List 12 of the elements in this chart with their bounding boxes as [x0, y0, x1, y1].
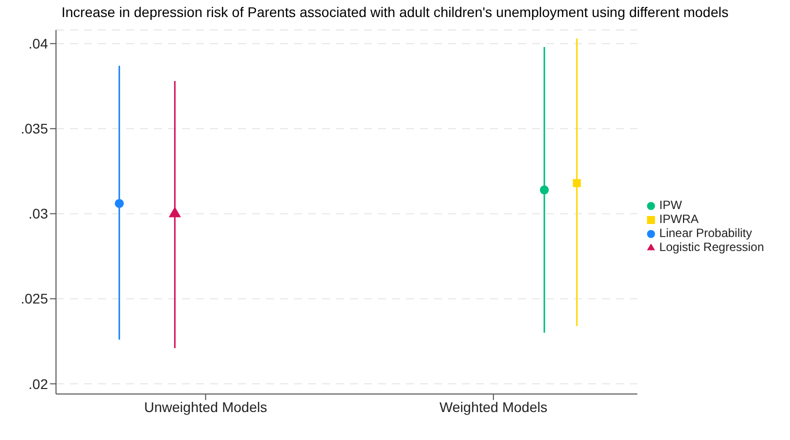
x-tick-label: Unweighted Models [144, 398, 268, 415]
legend-label: IPW [659, 198, 682, 212]
chart-title: Increase in depression risk of Parents associated with adult children's unemployment using different models [60, 4, 730, 22]
y-tick-label: .035 [20, 120, 48, 137]
y-tick-label: .03 [28, 206, 48, 222]
legend-label: Logistic Regression [659, 240, 764, 254]
legend-label: IPWRA [659, 212, 699, 226]
y-tick-label: .025 [20, 290, 48, 307]
y-tick-label: .02 [28, 376, 48, 392]
legend-label: Linear Probability [659, 226, 752, 240]
x-tick-label: Weighted Models [439, 398, 548, 415]
y-tick-label: .04 [28, 36, 48, 52]
